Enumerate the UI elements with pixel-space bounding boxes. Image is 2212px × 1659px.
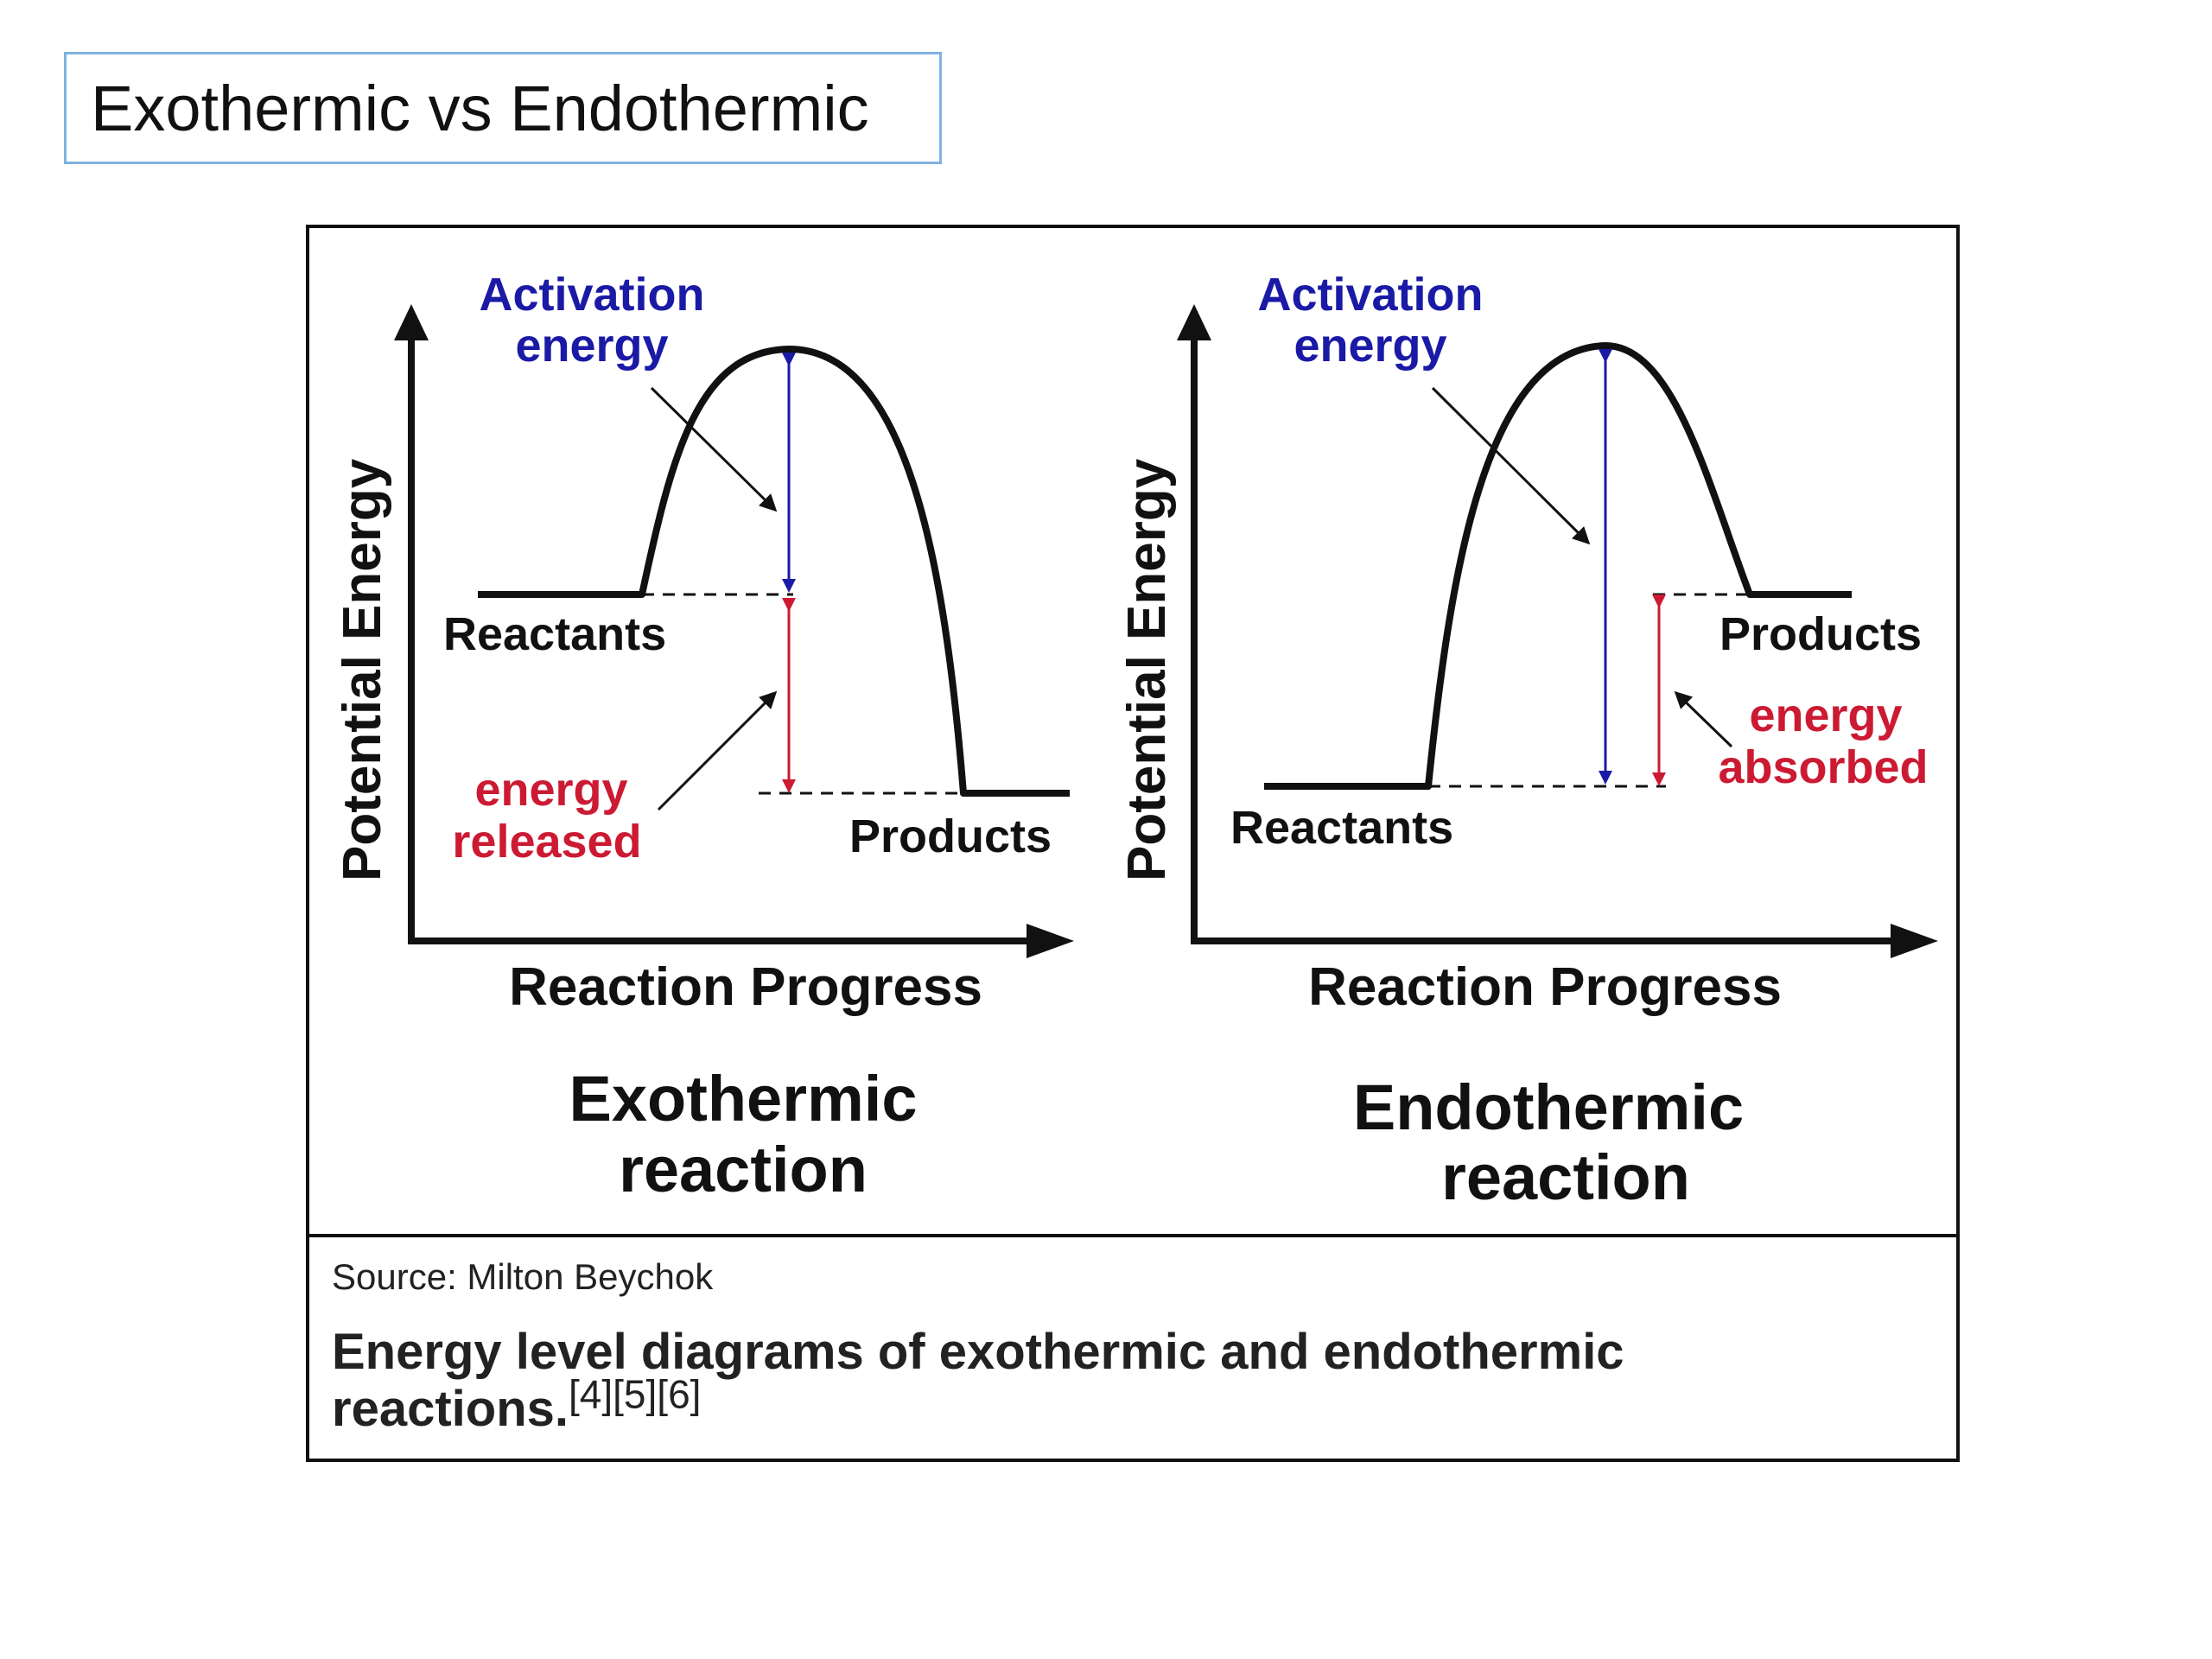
exo-reactants-label: Reactants (443, 608, 666, 660)
endo-activation-label-2: energy (1294, 320, 1446, 372)
figure-frame: Potential Energy Reaction Progress Activ… (306, 225, 1960, 1462)
endothermic-panel: Potential Energy Reaction Progress Activ… (1117, 269, 1938, 1213)
exo-y-axis-label: Potential Energy (333, 458, 392, 881)
endo-x-axis-label: Reaction Progress (1308, 957, 1782, 1017)
exo-activation-pointer (650, 386, 778, 512)
exo-reaction-title-2: reaction (619, 1134, 868, 1205)
caption-text-block: Energy level diagrams of exothermic and … (332, 1324, 1853, 1438)
figure-caption: Source: Milton Beychok Energy level diag… (309, 1234, 1956, 1459)
exo-x-axis-arrowhead (1027, 924, 1074, 958)
slide-title: Exothermic vs Endothermic (91, 72, 869, 144)
exo-activation-label-2: energy (515, 320, 668, 372)
endo-energy-absorbed-label-2: absorbed (1718, 741, 1928, 793)
endo-activation-pointer (1431, 386, 1591, 545)
endo-y-axis-label: Potential Energy (1117, 458, 1177, 881)
endo-reaction-title-1: Endothermic (1353, 1071, 1744, 1143)
exothermic-panel: Potential Energy Reaction Progress Activ… (333, 269, 1074, 1205)
exo-energy-curve (478, 346, 1070, 797)
caption-source: Source: Milton Beychok (332, 1256, 714, 1297)
exo-y-axis-arrowhead (394, 304, 429, 340)
caption-text: Energy level diagrams of exothermic and … (332, 1324, 1624, 1437)
caption-references: [4][5][6] (569, 1371, 702, 1417)
exo-energy-released-label-1: energy (474, 764, 627, 816)
endo-y-axis-arrowhead (1177, 304, 1211, 340)
energy-diagram: Potential Energy Reaction Progress Activ… (333, 269, 1938, 1213)
exo-released-pointer (657, 690, 778, 811)
exo-activation-label-1: Activation (479, 269, 704, 321)
endo-absorbed-pointer (1674, 690, 1733, 748)
exo-reaction-title-1: Exothermic (569, 1063, 917, 1135)
endo-products-label: Products (1719, 608, 1922, 660)
endo-reactants-label: Reactants (1230, 802, 1453, 854)
exo-products-label: Products (849, 810, 1052, 862)
endo-reaction-title-2: reaction (1441, 1141, 1690, 1213)
slide-title-box: Exothermic vs Endothermic (64, 52, 942, 164)
endo-energy-absorbed-label-1: energy (1749, 690, 1902, 741)
endo-x-axis-arrowhead (1891, 924, 1938, 958)
endo-activation-label-1: Activation (1257, 269, 1483, 321)
exo-x-axis-label: Reaction Progress (509, 957, 982, 1017)
exo-energy-released-label-2: released (452, 816, 641, 868)
endo-energy-curve (1264, 342, 1852, 790)
